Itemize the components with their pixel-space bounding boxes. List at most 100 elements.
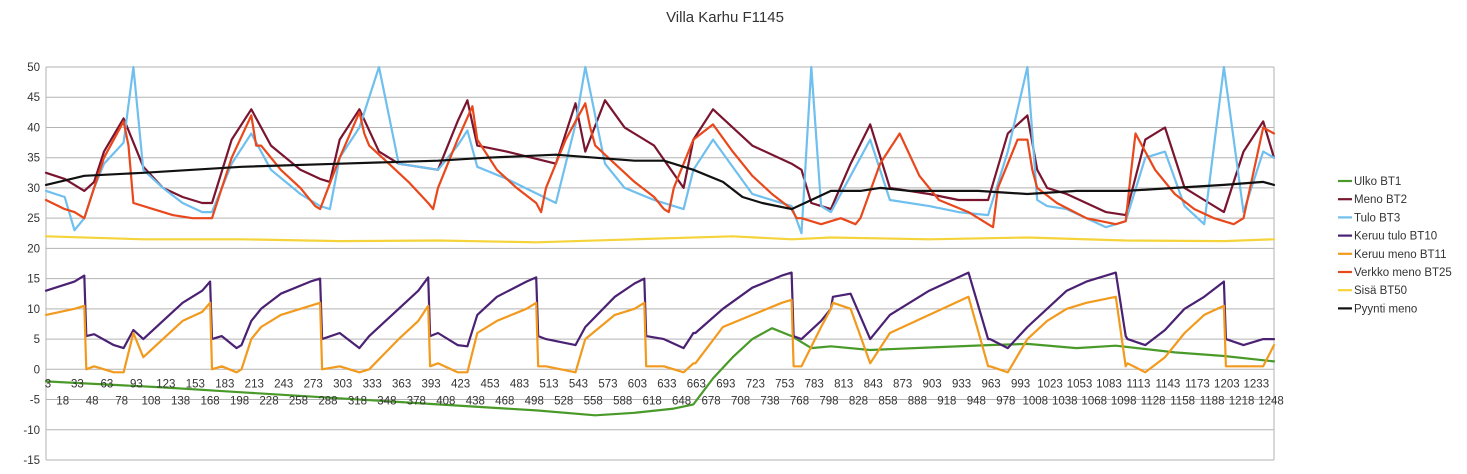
x-tick-label: 708 xyxy=(731,395,750,407)
x-tick-label: 948 xyxy=(967,395,986,407)
x-tick-label: 723 xyxy=(746,378,765,390)
x-tick-label: 378 xyxy=(407,395,426,407)
x-tick-label: 318 xyxy=(348,395,367,407)
x-tick-label: 933 xyxy=(952,378,971,390)
x-tick-label: 873 xyxy=(893,378,912,390)
series-lines xyxy=(44,65,1276,417)
x-tick-label: 1038 xyxy=(1052,395,1078,407)
x-tick-label: 333 xyxy=(363,378,382,390)
x-tick-label: 648 xyxy=(672,395,691,407)
x-tick-label: 18 xyxy=(56,395,69,407)
x-tick-label: 363 xyxy=(392,378,411,390)
y-tick-label: 15 xyxy=(27,274,40,286)
x-tick-label: 1218 xyxy=(1229,395,1255,407)
x-tick-label: 528 xyxy=(554,395,573,407)
legend: Ulko BT1 Meno BT2 Tulo BT3 Keruu tulo BT10 K… xyxy=(1338,176,1452,315)
x-tick-label: 888 xyxy=(908,395,927,407)
x-tick-label: 633 xyxy=(657,378,676,390)
x-tick-label: 978 xyxy=(996,395,1015,407)
chart-title: Villa Karhu F1145 xyxy=(666,9,784,26)
x-tick-label: 588 xyxy=(613,395,632,407)
x-tick-label: 48 xyxy=(86,395,99,407)
x-tick-label: 963 xyxy=(981,378,1000,390)
y-tick-label: 30 xyxy=(27,183,40,195)
x-tick-label: 348 xyxy=(377,395,396,407)
y-tick-label: 35 xyxy=(27,153,40,165)
x-tick-label: 813 xyxy=(834,378,853,390)
y-tick-label: -10 xyxy=(23,425,40,437)
x-tick-label: 1203 xyxy=(1214,378,1240,390)
x-tick-label: 1188 xyxy=(1200,395,1225,407)
y-tick-label: 5 xyxy=(34,334,40,346)
x-tick-label: 153 xyxy=(186,378,205,390)
x-tick-label: 858 xyxy=(878,395,897,407)
x-tick-label: 1083 xyxy=(1096,378,1122,390)
legend-entry: Keruu tulo BT10 xyxy=(1354,231,1437,243)
x-tick-label: 93 xyxy=(130,378,143,390)
x-tick-label: 1068 xyxy=(1081,395,1107,407)
x-tick-label: 228 xyxy=(259,395,278,407)
x-tick-label: 828 xyxy=(849,395,868,407)
x-tick-label: 198 xyxy=(230,395,249,407)
x-tick-label: 33 xyxy=(71,378,84,390)
y-tick-label: 45 xyxy=(27,92,40,104)
series-line-tulo-bt3 xyxy=(44,65,1276,235)
y-tick-label: -15 xyxy=(23,455,40,467)
x-tick-label: 288 xyxy=(318,395,337,407)
x-tick-label: 1113 xyxy=(1126,378,1150,390)
x-tick-label: 903 xyxy=(923,378,942,390)
legend-entry: Meno BT2 xyxy=(1354,194,1407,206)
series-line-ulko-bt1 xyxy=(44,327,1276,417)
x-tick-label: 303 xyxy=(333,378,352,390)
x-tick-label: 1233 xyxy=(1244,378,1270,390)
y-tick-label: 20 xyxy=(27,243,40,255)
series-line-pyynti-meno xyxy=(44,153,1276,211)
legend-entry: Verkko meno BT25 xyxy=(1354,267,1452,279)
x-tick-label: 678 xyxy=(701,395,720,407)
x-tick-label: 693 xyxy=(716,378,735,390)
x-tick-label: 483 xyxy=(510,378,529,390)
x-tick-label: 258 xyxy=(289,395,308,407)
gridlines xyxy=(46,66,1274,461)
series-line-keruu-tulo-bt10 xyxy=(44,271,1276,350)
series-line-verkko-meno-bt25 xyxy=(44,102,1276,229)
x-tick-label: 1173 xyxy=(1185,378,1210,390)
x-tick-label: 1128 xyxy=(1141,395,1166,407)
x-tick-label: 423 xyxy=(451,378,470,390)
x-tick-label: 1248 xyxy=(1258,395,1284,407)
x-tick-label: 798 xyxy=(819,395,838,407)
x-tick-label: 1053 xyxy=(1067,378,1093,390)
y-tick-label: 50 xyxy=(27,62,40,74)
legend-entry: Pyynti meno xyxy=(1354,303,1417,315)
x-tick-label: 393 xyxy=(422,378,441,390)
x-tick-label: 78 xyxy=(115,395,128,407)
x-tick-label: 843 xyxy=(864,378,883,390)
x-tick-label: 543 xyxy=(569,378,588,390)
x-tick-label: 663 xyxy=(687,378,706,390)
x-tick-label: 573 xyxy=(598,378,617,390)
x-tick-label: 468 xyxy=(495,395,514,407)
x-tick-labels: 3 33 63 93 123 153 183 213 243 273 303 333 363 393 423… xyxy=(45,378,1284,407)
legend-entry: Ulko BT1 xyxy=(1354,176,1401,188)
x-tick-label: 513 xyxy=(539,378,558,390)
x-tick-label: 213 xyxy=(245,378,264,390)
y-tick-label: 10 xyxy=(27,304,40,316)
x-tick-label: 3 xyxy=(45,378,51,390)
x-tick-label: 498 xyxy=(525,395,544,407)
x-tick-label: 993 xyxy=(1011,378,1030,390)
x-tick-label: 273 xyxy=(304,378,323,390)
x-tick-label: 768 xyxy=(790,395,809,407)
y-tick-label: 40 xyxy=(27,122,40,134)
legend-entry: Sisä BT50 xyxy=(1354,285,1407,297)
x-tick-label: 1098 xyxy=(1111,395,1137,407)
x-tick-label: 1008 xyxy=(1022,395,1048,407)
x-tick-label: 453 xyxy=(480,378,499,390)
series-line-sis-bt50 xyxy=(44,235,1276,244)
x-tick-label: 738 xyxy=(760,395,779,407)
x-tick-label: 558 xyxy=(584,395,603,407)
legend-entry: Tulo BT3 xyxy=(1354,212,1400,224)
x-tick-label: 123 xyxy=(156,378,175,390)
